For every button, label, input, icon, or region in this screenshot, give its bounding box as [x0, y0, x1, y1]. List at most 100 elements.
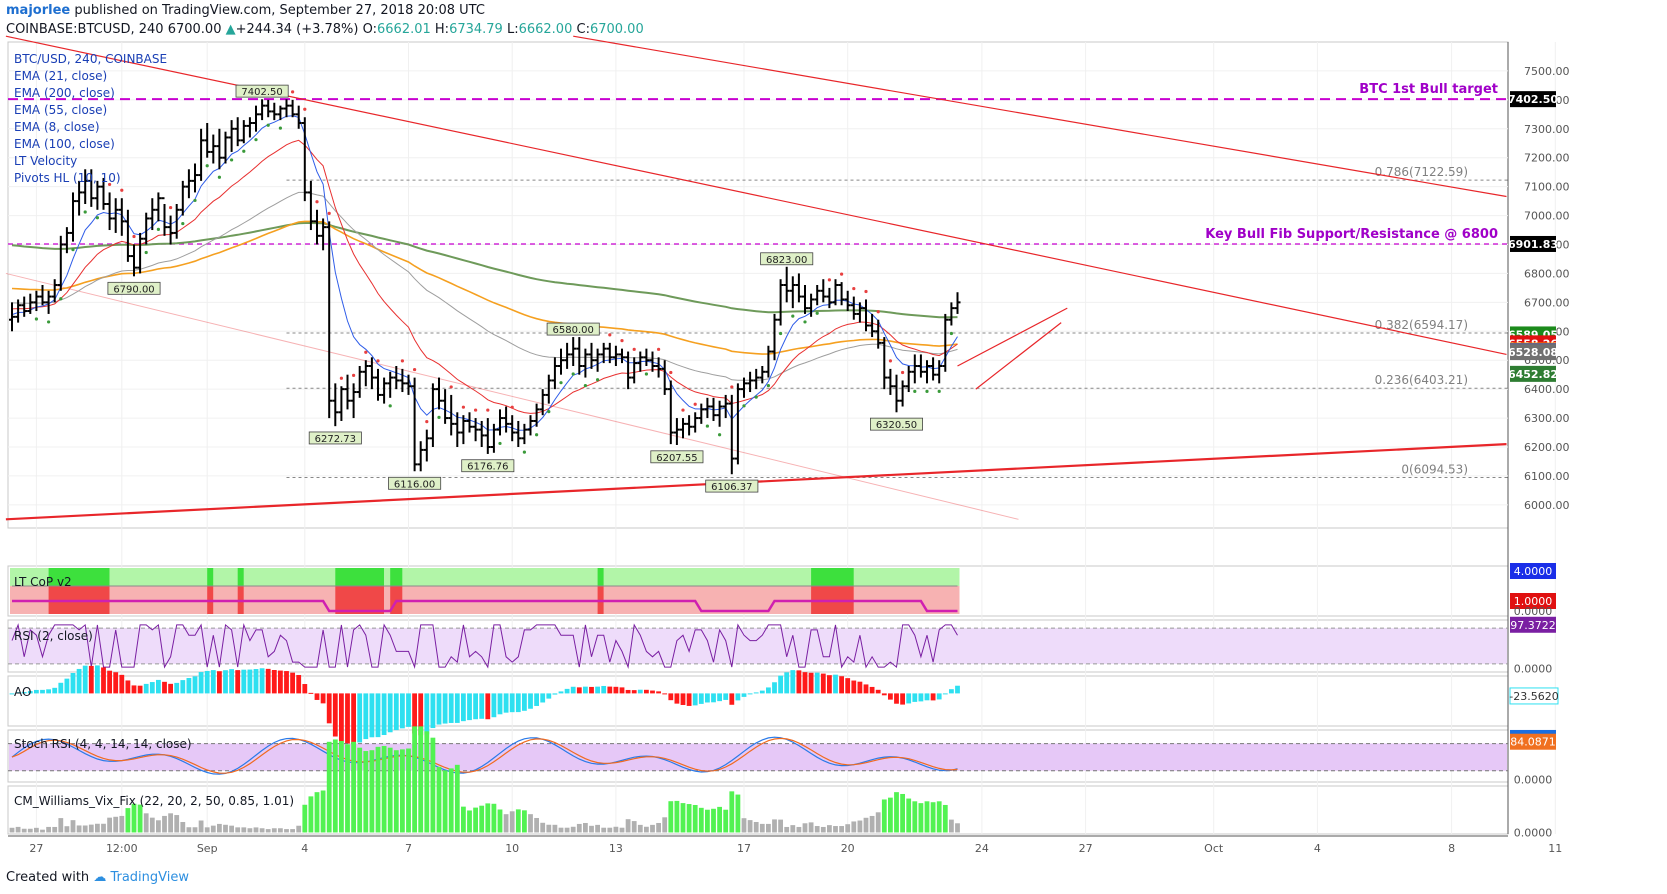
velocity-dot — [498, 441, 502, 446]
vixfix-bar — [137, 804, 143, 833]
vixfix-bar — [741, 818, 747, 833]
ohlc-bar — [454, 412, 461, 447]
velocity-dot — [803, 320, 807, 324]
ohlc-bar — [661, 360, 668, 395]
ohlc-bar — [728, 394, 735, 475]
vixfix-bar — [918, 803, 924, 833]
ao-tick-label: -23.5620 — [1509, 690, 1558, 703]
ohlc-bar — [704, 397, 711, 419]
ohlc-bar — [173, 204, 180, 239]
ao-bar — [735, 693, 741, 701]
ohlc-bar — [387, 371, 394, 398]
ao-bar — [15, 692, 21, 694]
velocity-dot — [217, 175, 221, 179]
vixfix-bar — [436, 766, 442, 833]
ao-bar — [912, 693, 918, 702]
vixfix-bar — [881, 799, 887, 833]
time-tick-label: 13 — [609, 842, 623, 855]
author-link[interactable]: majorlee — [6, 3, 71, 18]
tradingview-link[interactable]: TradingView — [110, 870, 189, 885]
ohlc-bar — [15, 299, 22, 323]
vixfix-bar — [76, 825, 82, 833]
velocity-dot — [620, 339, 624, 343]
fib-level-label: 0.236(6403.21) — [1375, 373, 1468, 387]
upper-descending-trendline — [573, 35, 1507, 198]
velocity-dot — [193, 198, 197, 203]
ao-bar — [27, 691, 33, 694]
vixfix-bar — [278, 828, 283, 833]
ohlc-bar — [649, 351, 656, 372]
legend-ema21: EMA (21, close) — [14, 69, 108, 83]
ao-bar — [21, 692, 27, 694]
vixfix-bar — [692, 804, 698, 833]
velocity-dot — [315, 200, 319, 204]
price-tick-label: 7200.00 — [1524, 152, 1570, 165]
time-tick-label: 4 — [301, 842, 308, 855]
velocity-dot — [510, 405, 514, 409]
vixfix-bar — [381, 746, 387, 833]
price-tick-label: 7000.00 — [1524, 210, 1570, 223]
pane-title-rsi: RSI (2, close) — [14, 629, 93, 643]
low-value: 6662.00 — [518, 22, 573, 37]
ao-bar — [497, 693, 503, 715]
ao-bar — [656, 691, 661, 694]
vixfix-bar — [613, 826, 619, 833]
ohlc-bar — [307, 180, 314, 231]
ohlc-bar — [185, 169, 192, 199]
ao-bar — [534, 693, 539, 706]
legend-ema55: EMA (55, close) — [14, 103, 108, 117]
velocity-dot — [266, 123, 270, 127]
vixfix-bar — [503, 814, 509, 833]
ohlc-bar — [741, 377, 747, 398]
ao-bar — [265, 668, 271, 694]
ao-bar — [778, 675, 783, 694]
ohlc-bar — [106, 192, 113, 231]
vixfix-bar — [180, 822, 186, 833]
vixfix-bar — [363, 751, 369, 833]
ao-bar — [241, 669, 247, 694]
ohlc-bar — [484, 418, 491, 454]
vixfix-bar — [406, 748, 411, 833]
vixfix-bar — [314, 792, 320, 833]
ao-bar — [564, 688, 570, 694]
ohlc-bar — [527, 415, 534, 436]
ohlc-bar — [637, 351, 644, 372]
ohlc-bar — [88, 169, 95, 207]
price-tag — [1510, 91, 1556, 108]
vixfix-bar — [174, 815, 180, 833]
ohlc-bar — [82, 169, 89, 204]
ao-bar — [34, 689, 39, 694]
ohlc-bar — [124, 209, 131, 262]
vixfix-bar — [375, 746, 381, 833]
open-label: O: — [362, 22, 377, 37]
ao-bar — [576, 687, 582, 694]
vixfix-bar — [70, 820, 76, 833]
legend-ema8: EMA (8, close) — [14, 120, 100, 134]
ao-bar — [723, 693, 729, 700]
ohlc-bar — [155, 192, 162, 222]
ao-bar — [70, 672, 76, 694]
vixfix-bar — [351, 741, 356, 833]
ohlc-bar — [808, 293, 815, 317]
ohlc-bar — [686, 415, 693, 436]
ao-bar — [662, 693, 668, 695]
ao-bar — [363, 693, 369, 740]
legend-symbol: BTC/USD, 240, COINBASE — [14, 52, 168, 66]
ohlc-bar — [265, 99, 272, 118]
ao-bar — [522, 693, 527, 711]
ohlc-bar — [240, 120, 247, 144]
ohlc-bar — [619, 348, 625, 364]
ao-bar — [900, 693, 905, 705]
ao-bar — [131, 685, 137, 694]
vixfix-bar — [302, 804, 308, 833]
price-tag-label: 7402.50 — [1508, 93, 1558, 106]
vixfix-bar — [101, 823, 106, 833]
ohlc-bar — [948, 302, 955, 326]
vixfix-bar — [759, 823, 765, 833]
vixfix-bar — [778, 819, 783, 833]
velocity-dot — [852, 286, 856, 291]
ohlc-bar — [289, 99, 296, 118]
vixfix-bar — [729, 791, 735, 833]
vixfix-bar — [198, 820, 204, 833]
